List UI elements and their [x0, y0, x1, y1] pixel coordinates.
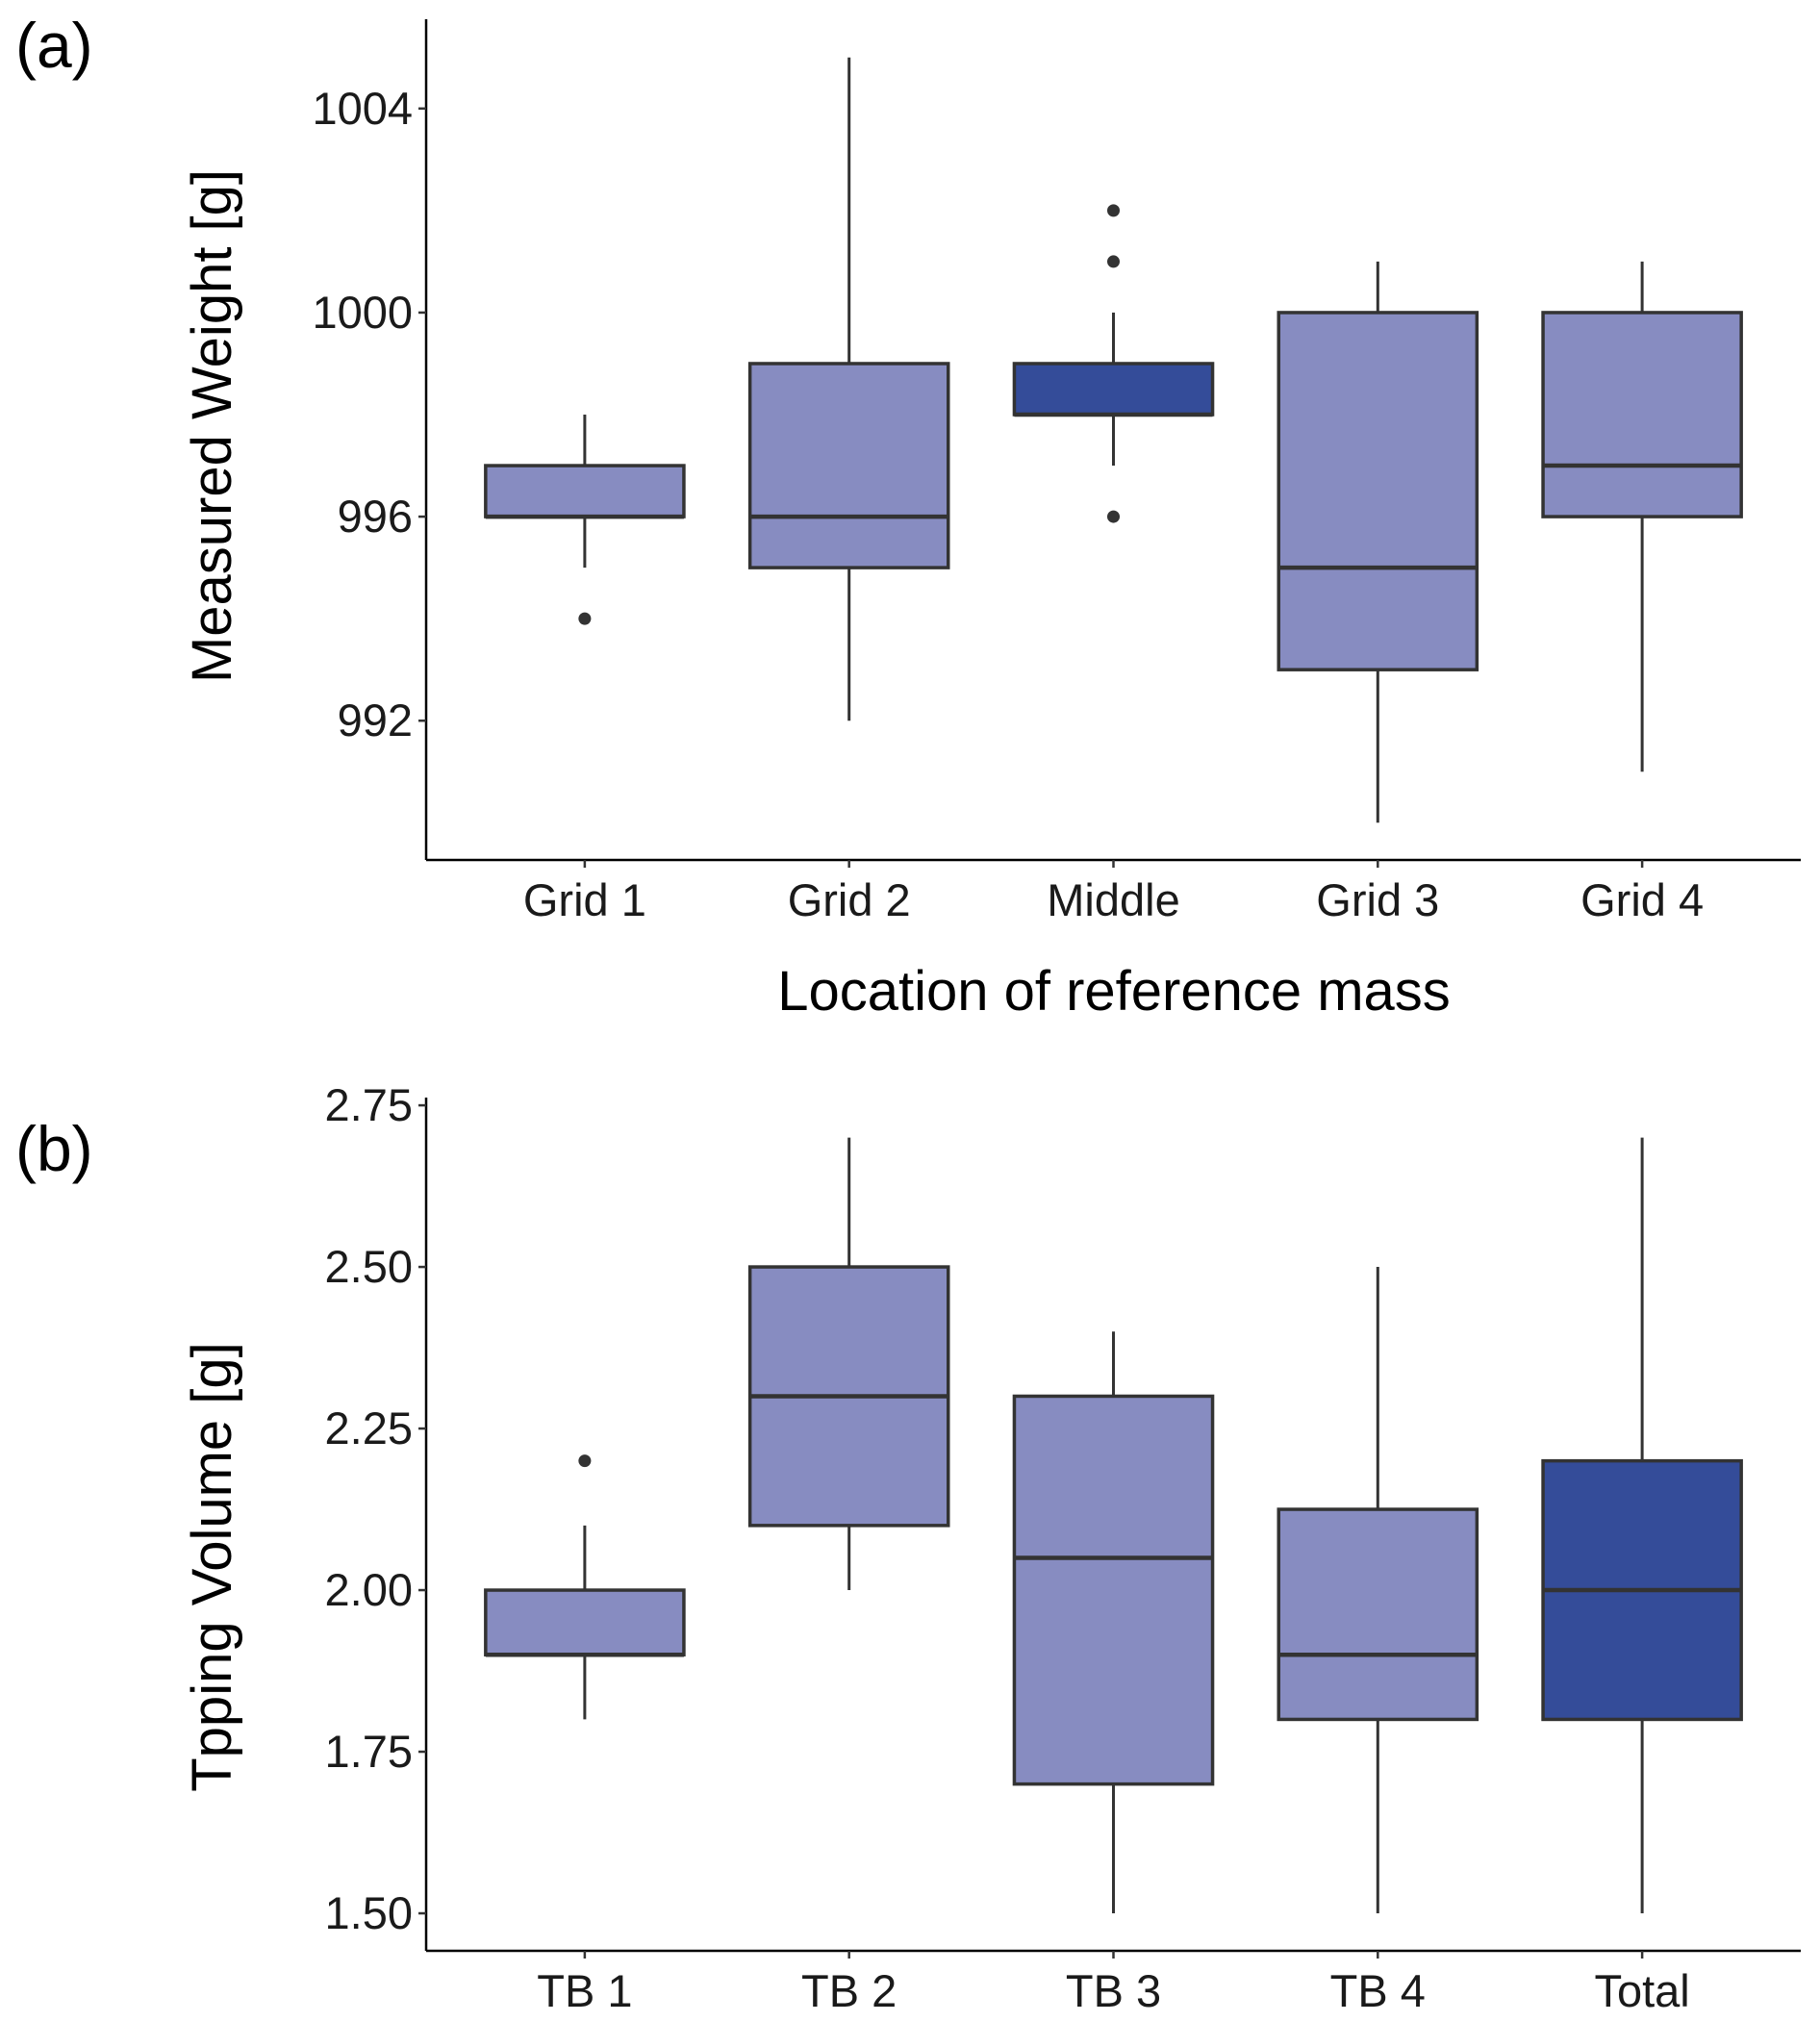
- box-iqr: [747, 362, 950, 569]
- x-tick-label: Middle: [1047, 874, 1179, 925]
- box-iqr: [484, 464, 686, 518]
- box-grid-3: [1277, 261, 1479, 823]
- x-axis-title-a: Location of reference mass: [777, 960, 1451, 1023]
- panel-b: (b) Tpping Volume [g] 1.50 1.75 2.00 2.25 2.…: [15, 1079, 1801, 2016]
- y-axis-title-b: Tpping Volume [g]: [181, 1342, 243, 1792]
- box-grid-4: [1541, 261, 1743, 772]
- box-iqr: [1541, 311, 1743, 518]
- x-tick-label: TB 3: [1066, 1965, 1161, 2016]
- box-iqr: [1277, 311, 1479, 671]
- panel-label-a: (a): [15, 10, 93, 81]
- box-iqr: [484, 1588, 686, 1656]
- x-tick-label: Total: [1594, 1965, 1689, 2016]
- y-tick-label: 1.50: [325, 1887, 413, 1938]
- y-tick-label: 2.00: [325, 1564, 413, 1615]
- panel-a: (a) Measured Weight [g] Location of refe…: [15, 10, 1801, 1023]
- box-total: [1541, 1137, 1743, 1914]
- outlier-point: [1107, 204, 1120, 217]
- box-tb-3: [1012, 1331, 1215, 1914]
- outlier-point: [578, 612, 592, 625]
- outlier-point: [1107, 255, 1120, 268]
- box-grid-1: [484, 415, 686, 625]
- box-iqr: [1012, 1394, 1215, 1786]
- box-middle: [1012, 204, 1215, 523]
- y-tick-label: 1.75: [325, 1726, 413, 1777]
- x-tick-label: TB 1: [537, 1965, 632, 2016]
- y-tick-label: 2.25: [325, 1403, 413, 1453]
- plot-area-b: 1.50 1.75 2.00 2.25 2.50 2.75 TB 1 TB 2 TB 3 TB 4…: [325, 1079, 1801, 2016]
- x-tick-label: Grid 2: [788, 874, 911, 925]
- x-tick-label: Grid 4: [1580, 874, 1704, 925]
- y-axis-title-a: Measured Weight [g]: [181, 169, 243, 683]
- panel-label-b: (b): [15, 1113, 93, 1184]
- y-tick-label: 1004: [312, 83, 413, 134]
- box-tb-1: [484, 1454, 686, 1720]
- plot-area-a: 992 996 1000 1004 Grid 1 Grid 2 Middle Grid 3 Gr…: [312, 19, 1801, 925]
- outlier-point: [1107, 510, 1120, 523]
- y-tick-label: 1000: [312, 287, 413, 338]
- y-tick-label: 2.50: [325, 1241, 413, 1292]
- box-tb-4: [1277, 1267, 1479, 1914]
- x-tick-label: Grid 3: [1316, 874, 1439, 925]
- box-grid-2: [747, 57, 950, 721]
- outlier-point: [578, 1454, 592, 1468]
- box-iqr: [1012, 362, 1215, 417]
- x-tick-label: TB 4: [1330, 1965, 1426, 2016]
- box-iqr: [1277, 1507, 1479, 1722]
- x-tick-label: Grid 1: [523, 874, 646, 925]
- y-tick-label: 2.75: [325, 1079, 413, 1130]
- box-tb-2: [747, 1137, 950, 1591]
- y-tick-label: 992: [338, 695, 413, 746]
- x-tick-label: TB 2: [801, 1965, 897, 2016]
- y-tick-label: 996: [338, 491, 413, 542]
